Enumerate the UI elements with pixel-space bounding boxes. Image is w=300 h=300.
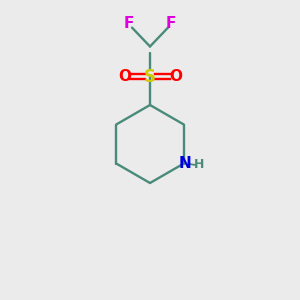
Text: H: H — [194, 158, 205, 172]
Text: N: N — [179, 156, 192, 171]
Text: F: F — [166, 16, 176, 32]
Text: O: O — [118, 69, 131, 84]
Text: O: O — [169, 69, 182, 84]
Text: F: F — [124, 16, 134, 32]
Text: S: S — [144, 68, 156, 85]
